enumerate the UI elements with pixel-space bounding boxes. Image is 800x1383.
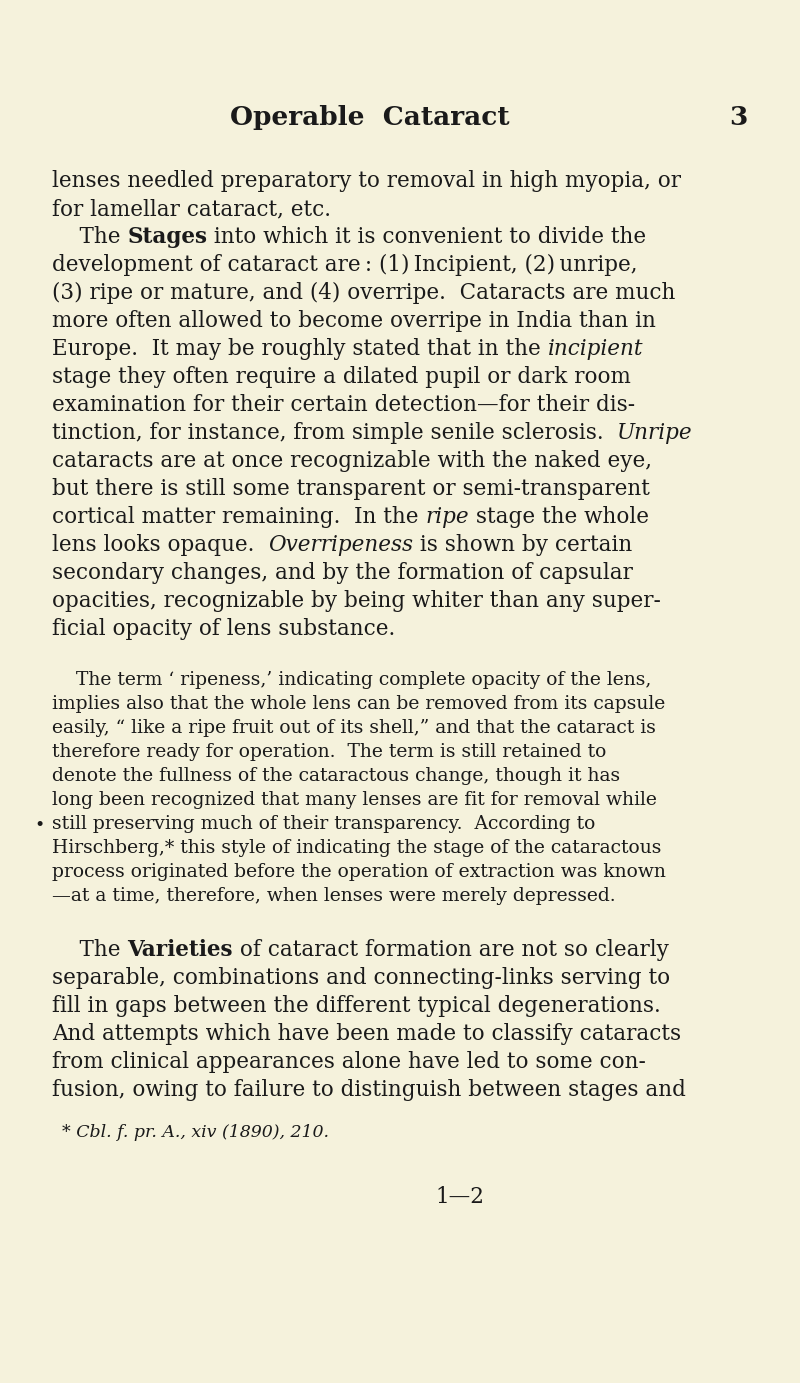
Text: stage the whole: stage the whole xyxy=(469,506,649,528)
Text: but there is still some transparent or semi-transparent: but there is still some transparent or s… xyxy=(52,479,650,501)
Text: from clinical appearances alone have led to some con-: from clinical appearances alone have led… xyxy=(52,1051,646,1073)
Text: ripe: ripe xyxy=(426,506,469,528)
Text: easily, “ like a ripe fruit out of its shell,” and that the cataract is: easily, “ like a ripe fruit out of its s… xyxy=(52,719,656,737)
Text: long been recognized that many lenses are fit for removal while: long been recognized that many lenses ar… xyxy=(52,791,657,809)
Text: opacities, recognizable by being whiter than any super-: opacities, recognizable by being whiter … xyxy=(52,591,661,613)
Text: ficial opacity of lens substance.: ficial opacity of lens substance. xyxy=(52,618,395,640)
Text: Unripe: Unripe xyxy=(618,422,693,444)
Text: The term ‘ ripeness,’ indicating complete opacity of the lens,: The term ‘ ripeness,’ indicating complet… xyxy=(52,671,651,689)
Text: cataracts are at once recognizable with the naked eye,: cataracts are at once recognizable with … xyxy=(52,449,652,472)
Text: 1—2: 1—2 xyxy=(435,1185,485,1207)
Text: And attempts which have been made to classify cataracts: And attempts which have been made to cla… xyxy=(52,1023,681,1046)
Text: for lamellar cataract, etc.: for lamellar cataract, etc. xyxy=(52,198,331,220)
Text: fusion, owing to failure to distinguish between stages and: fusion, owing to failure to distinguish … xyxy=(52,1079,686,1101)
Text: Stages: Stages xyxy=(127,225,207,248)
Text: implies also that the whole lens can be removed from its capsule: implies also that the whole lens can be … xyxy=(52,696,666,714)
Text: separable, combinations and connecting-links serving to: separable, combinations and connecting-l… xyxy=(52,967,670,989)
Text: Hirschberg,* this style of indicating the stage of the cataractous: Hirschberg,* this style of indicating th… xyxy=(52,839,662,857)
Text: denote the fullness of the cataractous change, though it has: denote the fullness of the cataractous c… xyxy=(52,768,620,786)
Text: 3: 3 xyxy=(730,105,748,130)
Text: Europe.  It may be roughly stated that in the: Europe. It may be roughly stated that in… xyxy=(52,337,548,360)
Text: is shown by certain: is shown by certain xyxy=(413,534,632,556)
Text: lenses needled preparatory to removal in high myopia, or: lenses needled preparatory to removal in… xyxy=(52,170,681,192)
Text: into which it is convenient to divide the: into which it is convenient to divide th… xyxy=(207,225,646,248)
Text: stage they often require a dilated pupil or dark room: stage they often require a dilated pupil… xyxy=(52,366,631,389)
Text: The: The xyxy=(52,225,127,248)
Text: cortical matter remaining.  In the: cortical matter remaining. In the xyxy=(52,506,426,528)
Text: process originated before the operation of extraction was known: process originated before the operation … xyxy=(52,863,666,881)
Text: * Cbl. f. pr. A., xiv (1890), 210.: * Cbl. f. pr. A., xiv (1890), 210. xyxy=(62,1124,329,1141)
Text: fill in gaps between the different typical degenerations.: fill in gaps between the different typic… xyxy=(52,996,661,1018)
Text: secondary changes, and by the formation of capsular: secondary changes, and by the formation … xyxy=(52,561,633,584)
Text: Varieties: Varieties xyxy=(127,939,233,961)
Text: development of cataract are : (1) Incipient, (2) unripe,: development of cataract are : (1) Incipi… xyxy=(52,254,638,277)
Text: (3) ripe or mature, and (4) overripe.  Cataracts are much: (3) ripe or mature, and (4) overripe. Ca… xyxy=(52,282,675,304)
Text: Operable  Cataract: Operable Cataract xyxy=(230,105,510,130)
Text: •: • xyxy=(34,817,44,834)
Text: tinction, for instance, from simple senile sclerosis.: tinction, for instance, from simple seni… xyxy=(52,422,618,444)
Text: lens looks opaque.: lens looks opaque. xyxy=(52,534,268,556)
Text: Overripeness: Overripeness xyxy=(268,534,413,556)
Text: The: The xyxy=(52,939,127,961)
Text: therefore ready for operation.  The term is still retained to: therefore ready for operation. The term … xyxy=(52,743,606,761)
Text: more often allowed to become overripe in India than in: more often allowed to become overripe in… xyxy=(52,310,656,332)
Text: incipient: incipient xyxy=(548,337,643,360)
Text: —at a time, therefore, when lenses were merely depressed.: —at a time, therefore, when lenses were … xyxy=(52,888,616,906)
Text: of cataract formation are not so clearly: of cataract formation are not so clearly xyxy=(233,939,669,961)
Text: still preserving much of their transparency.  According to: still preserving much of their transpare… xyxy=(52,815,595,833)
Text: examination for their certain detection—for their dis-: examination for their certain detection—… xyxy=(52,394,635,416)
